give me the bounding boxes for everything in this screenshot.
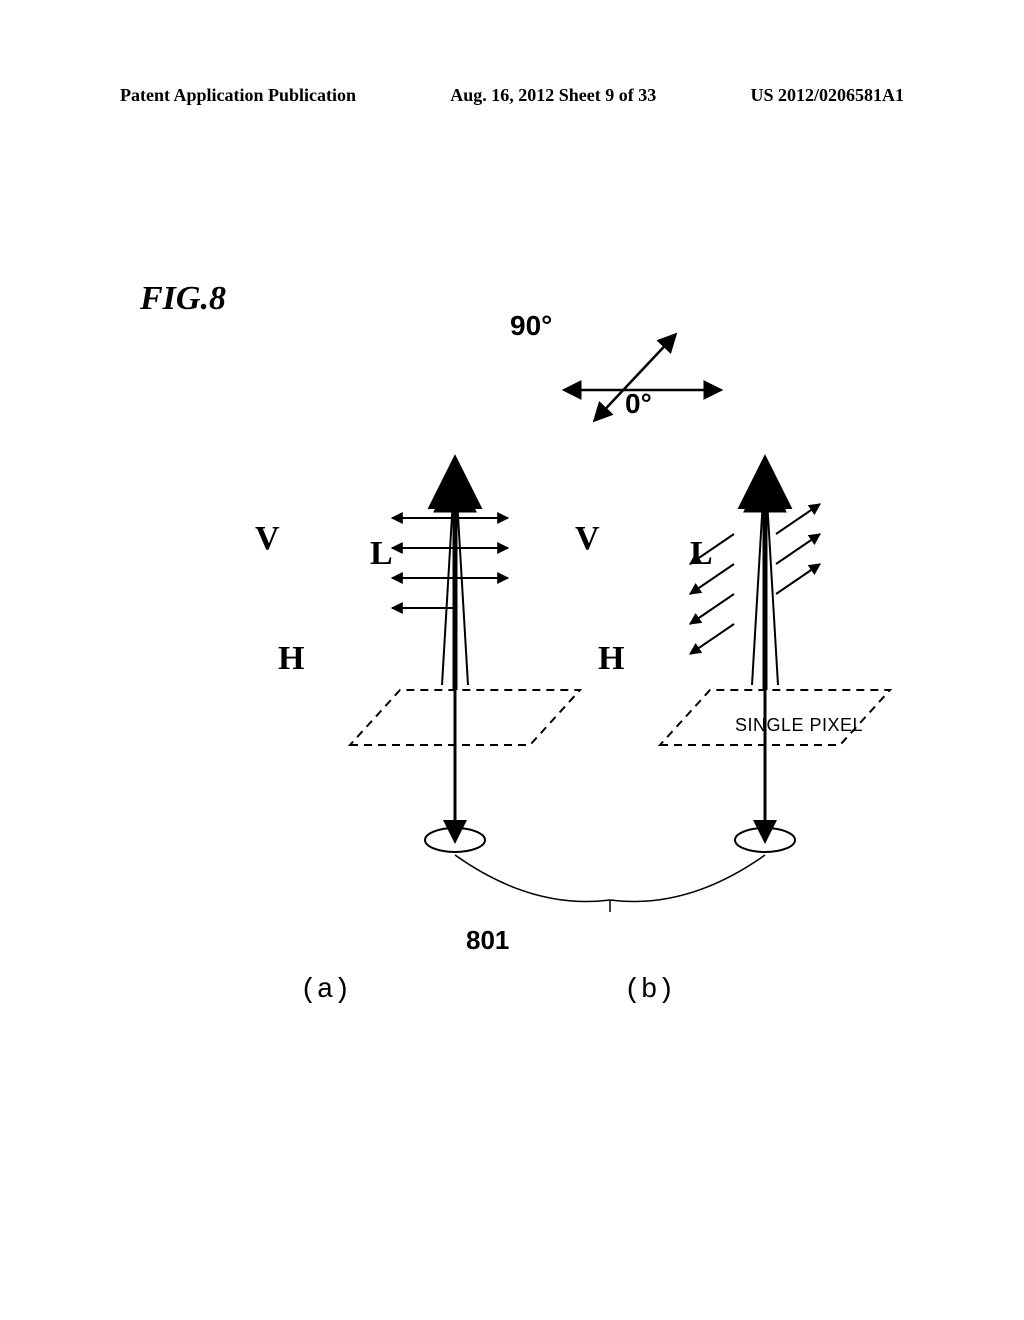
diagram <box>120 300 904 1000</box>
header-left: Patent Application Publication <box>120 85 356 106</box>
page-header: Patent Application Publication Aug. 16, … <box>0 85 1024 106</box>
header-center: Aug. 16, 2012 Sheet 9 of 33 <box>450 85 656 106</box>
diagram-svg <box>120 300 904 1000</box>
header-right: US 2012/0206581A1 <box>750 85 904 106</box>
